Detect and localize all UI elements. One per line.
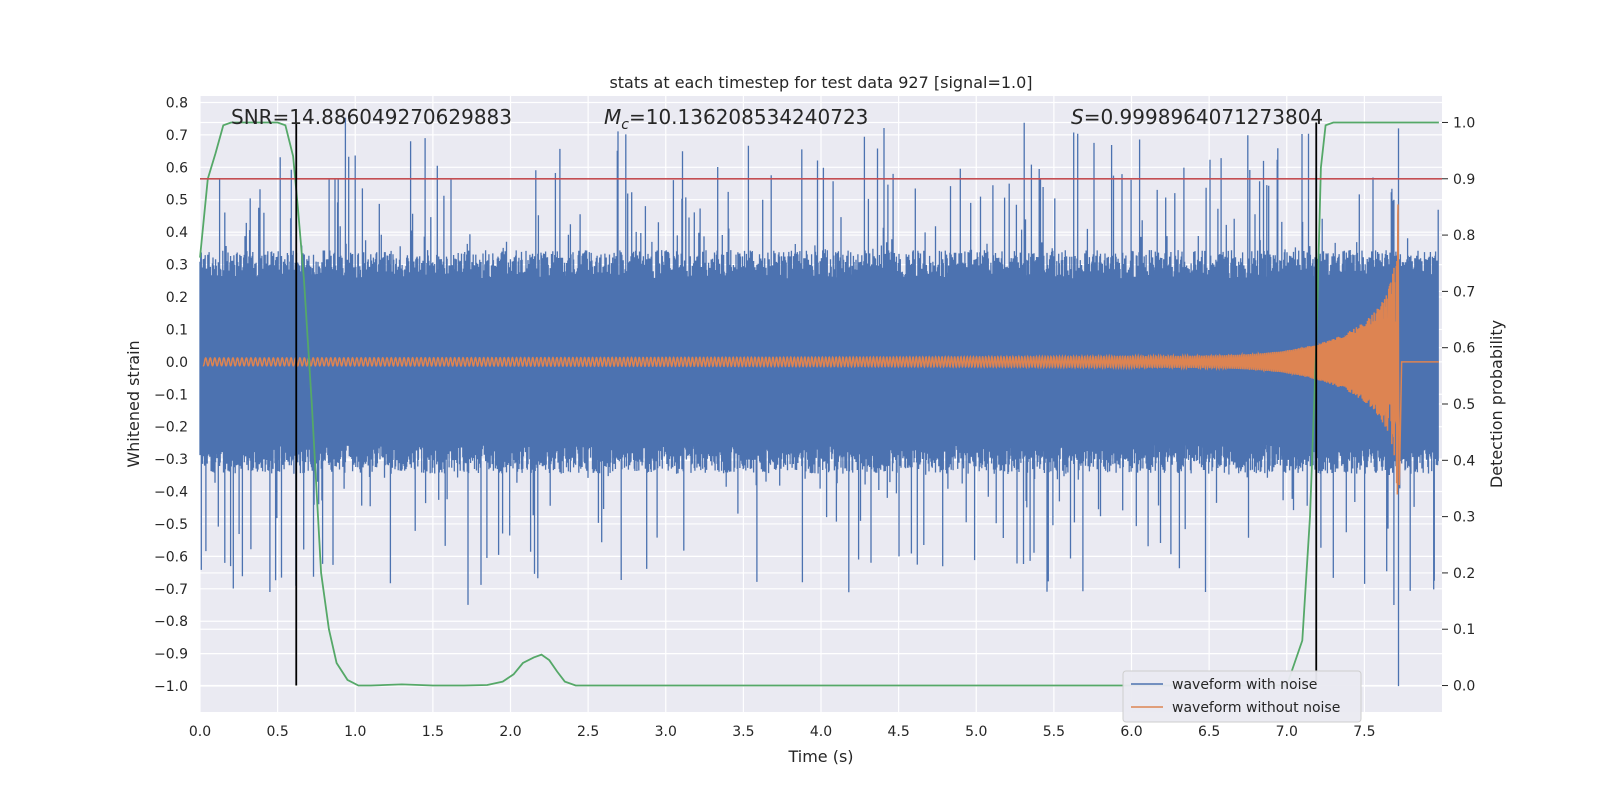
y2-tick-label-1: 0.9 bbox=[1453, 172, 1475, 188]
y-tick-label-0: 0.8 bbox=[166, 95, 188, 111]
x-tick-label-6: 3.0 bbox=[655, 724, 677, 740]
y2-tick-label-2: 0.8 bbox=[1453, 228, 1475, 244]
y2-tick-label-0: 1.0 bbox=[1453, 115, 1475, 131]
overlays bbox=[200, 122, 1442, 686]
probability-trace bbox=[199, 121, 1439, 687]
y-tick-label-3: 0.5 bbox=[166, 193, 188, 209]
y2-tick-label-4: 0.6 bbox=[1453, 341, 1475, 357]
x-tick-label-10: 5.0 bbox=[965, 724, 987, 740]
x-tick-label-5: 2.5 bbox=[577, 724, 599, 740]
chirp-trace bbox=[202, 204, 1439, 495]
series-waveform-without-noise bbox=[202, 204, 1439, 495]
x-tick-label-0: 0.0 bbox=[189, 724, 211, 740]
y2-tick-label-6: 0.4 bbox=[1453, 453, 1475, 469]
legend-label-noise: waveform with noise bbox=[1172, 677, 1317, 693]
series-detection-probability bbox=[199, 121, 1439, 687]
x-tick-label-3: 1.5 bbox=[422, 724, 444, 740]
x-tick-label-14: 7.0 bbox=[1276, 724, 1298, 740]
y-tick-label-7: 0.1 bbox=[166, 322, 188, 338]
x-tick-label-7: 3.5 bbox=[732, 724, 754, 740]
x-tick-label-15: 7.5 bbox=[1353, 724, 1375, 740]
y-axis-label: Whitened strain bbox=[124, 340, 143, 467]
y-tick-label-18: −1.0 bbox=[154, 679, 188, 695]
y-tick-label-1: 0.7 bbox=[166, 128, 188, 144]
y-tick-label-12: −0.4 bbox=[154, 485, 188, 501]
y-tick-label-10: −0.2 bbox=[154, 420, 188, 436]
x-tick-labels: 0.0 0.5 1.0 1.5 2.0 2.5 3.0 3.5 4.0 4.5 5.0 5.5 6.0 6… bbox=[189, 724, 1376, 740]
y-tick-label-11: −0.3 bbox=[154, 452, 188, 468]
y-tick-label-8: 0.0 bbox=[166, 355, 188, 371]
y2-tick-label-7: 0.3 bbox=[1453, 510, 1475, 526]
y-tick-label-9: −0.1 bbox=[154, 387, 188, 403]
y-tick-label-13: −0.5 bbox=[154, 517, 188, 533]
y2-axis-label: Detection probability bbox=[1487, 320, 1506, 488]
y-tick-labels: 0.8 0.7 0.6 0.5 0.4 0.3 0.2 0.1 0.0 −0.1 −0.2 −0.3 −… bbox=[154, 95, 188, 695]
chart-title: stats at each timestep for test data 927… bbox=[609, 73, 1032, 92]
y-tick-label-5: 0.3 bbox=[166, 258, 188, 274]
y-tick-label-15: −0.7 bbox=[154, 582, 188, 598]
y-tick-label-2: 0.6 bbox=[166, 160, 188, 176]
snr-annotation: SNR=14.886049270629883 bbox=[231, 105, 512, 129]
x-tick-label-4: 2.0 bbox=[499, 724, 521, 740]
y-tick-label-16: −0.8 bbox=[154, 614, 188, 630]
y2-tick-label-5: 0.5 bbox=[1453, 397, 1475, 413]
y2-tick-label-3: 0.7 bbox=[1453, 284, 1475, 300]
y2-tick-label-9: 0.1 bbox=[1453, 622, 1475, 638]
y-tick-label-6: 0.2 bbox=[166, 290, 188, 306]
y-tick-label-4: 0.4 bbox=[166, 225, 188, 241]
y2-tick-label-10: 0.0 bbox=[1453, 679, 1475, 695]
x-tick-label-1: 0.5 bbox=[266, 724, 288, 740]
legend-box bbox=[1122, 670, 1362, 723]
x-tick-label-2: 1.0 bbox=[344, 724, 366, 740]
legend-label-clean: waveform without noise bbox=[1172, 700, 1340, 716]
x-tick-label-12: 6.0 bbox=[1120, 724, 1142, 740]
x-tick-label-8: 4.0 bbox=[810, 724, 832, 740]
mc-annotation: Mc=10.136208534240723 bbox=[604, 105, 868, 133]
s-annotation: S=0.9998964071273804 bbox=[1071, 105, 1323, 129]
x-tick-label-9: 4.5 bbox=[887, 724, 909, 740]
y2-tick-labels: 1.0 0.9 0.8 0.7 0.6 0.5 0.4 0.3 0.2 0.1 0.0 bbox=[1442, 115, 1475, 695]
y-tick-label-14: −0.6 bbox=[154, 549, 188, 565]
legend: waveform with noise waveform without noi… bbox=[1122, 670, 1362, 723]
y-tick-label-17: −0.9 bbox=[154, 647, 188, 663]
x-tick-label-13: 6.5 bbox=[1198, 724, 1220, 740]
x-axis-label: Time (s) bbox=[787, 747, 853, 766]
x-tick-label-11: 5.5 bbox=[1043, 724, 1065, 740]
y2-tick-label-8: 0.2 bbox=[1453, 566, 1475, 582]
